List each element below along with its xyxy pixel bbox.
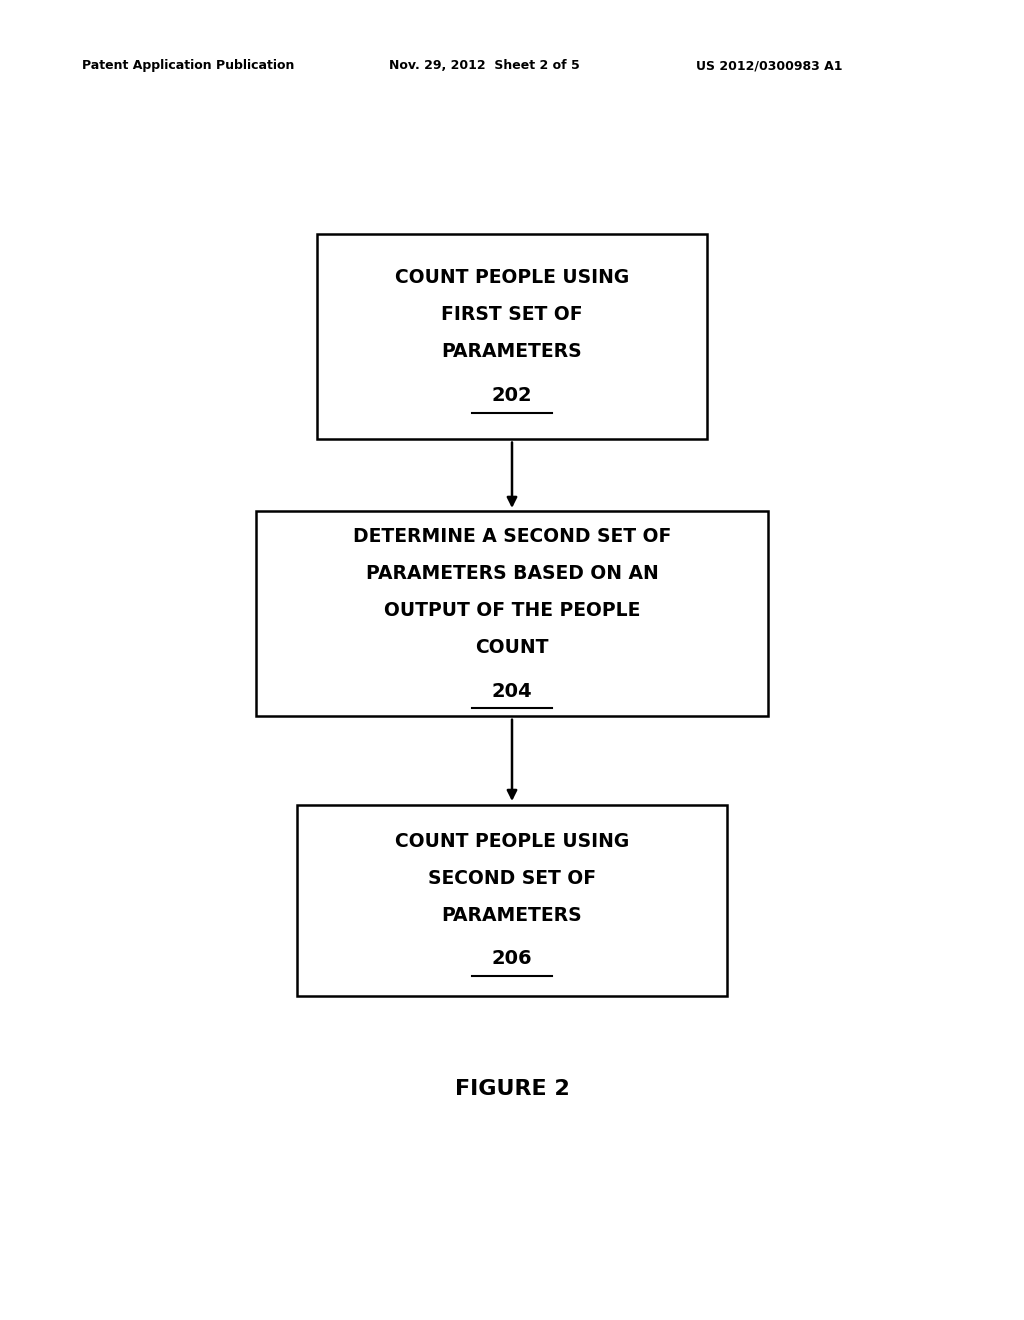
Text: FIGURE 2: FIGURE 2 [455,1078,569,1100]
Text: US 2012/0300983 A1: US 2012/0300983 A1 [696,59,843,73]
FancyBboxPatch shape [256,511,768,715]
Text: 206: 206 [492,949,532,969]
Text: PARAMETERS BASED ON AN: PARAMETERS BASED ON AN [366,564,658,583]
Text: PARAMETERS: PARAMETERS [441,342,583,362]
Text: PARAMETERS: PARAMETERS [441,906,583,925]
Text: DETERMINE A SECOND SET OF: DETERMINE A SECOND SET OF [353,527,671,546]
Text: 202: 202 [492,385,532,405]
FancyBboxPatch shape [297,805,727,995]
Text: COUNT PEOPLE USING: COUNT PEOPLE USING [395,832,629,851]
Text: COUNT: COUNT [475,638,549,657]
Text: OUTPUT OF THE PEOPLE: OUTPUT OF THE PEOPLE [384,601,640,620]
Text: Nov. 29, 2012  Sheet 2 of 5: Nov. 29, 2012 Sheet 2 of 5 [389,59,580,73]
Text: FIRST SET OF: FIRST SET OF [441,305,583,325]
Text: COUNT PEOPLE USING: COUNT PEOPLE USING [395,268,629,288]
Text: SECOND SET OF: SECOND SET OF [428,869,596,888]
Text: Patent Application Publication: Patent Application Publication [82,59,294,73]
Text: 204: 204 [492,681,532,701]
FancyBboxPatch shape [317,235,707,438]
